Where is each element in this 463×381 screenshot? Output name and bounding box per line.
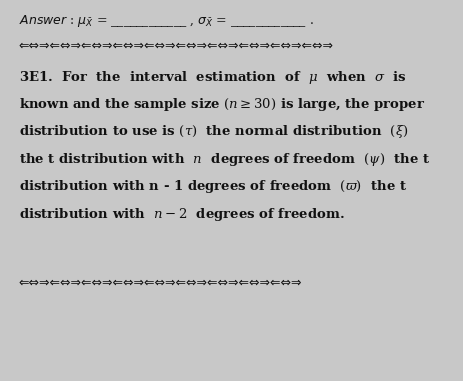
- Text: ⇐⇔⇒⇐⇔⇒⇐⇔⇒⇐⇔⇒⇐⇔⇒⇐⇔⇒⇐⇔⇒⇐⇔⇒⇐⇔⇒⇐⇔⇒: ⇐⇔⇒⇐⇔⇒⇐⇔⇒⇐⇔⇒⇐⇔⇒⇐⇔⇒⇐⇔⇒⇐⇔⇒⇐⇔⇒⇐⇔⇒: [19, 40, 333, 53]
- Text: distribution with  $n-2$  degrees of freedom.: distribution with $n-2$ degrees of freed…: [19, 206, 344, 223]
- Text: $\mathit{Answer}$ : $\mu_{\bar{X}}$ = ____________ , $\sigma_{\bar{X}}$ = ______: $\mathit{Answer}$ : $\mu_{\bar{X}}$ = __…: [19, 13, 313, 29]
- Text: known and the sample size $(n\geq30)$ is large, the proper: known and the sample size $(n\geq30)$ is…: [19, 96, 424, 113]
- Text: distribution to use is $(\tau)$  the normal distribution  $(\xi)$: distribution to use is $(\tau)$ the norm…: [19, 123, 407, 141]
- Text: 3E1.  For  the  interval  estimation  of  $\mu$  when  $\sigma$  is: 3E1. For the interval estimation of $\mu…: [19, 69, 406, 86]
- Text: the t distribution with  $n$  degrees of freedom  $(\psi)$  the t: the t distribution with $n$ degrees of f…: [19, 151, 429, 168]
- Text: distribution with n - 1 degrees of freedom  $(\varpi)$  the t: distribution with n - 1 degrees of freed…: [19, 178, 406, 195]
- Text: ⇐⇔⇒⇐⇔⇒⇐⇔⇒⇐⇔⇒⇐⇔⇒⇐⇔⇒⇐⇔⇒⇐⇔⇒⇐⇔⇒: ⇐⇔⇒⇐⇔⇒⇐⇔⇒⇐⇔⇒⇐⇔⇒⇐⇔⇒⇐⇔⇒⇐⇔⇒⇐⇔⇒: [19, 276, 301, 289]
